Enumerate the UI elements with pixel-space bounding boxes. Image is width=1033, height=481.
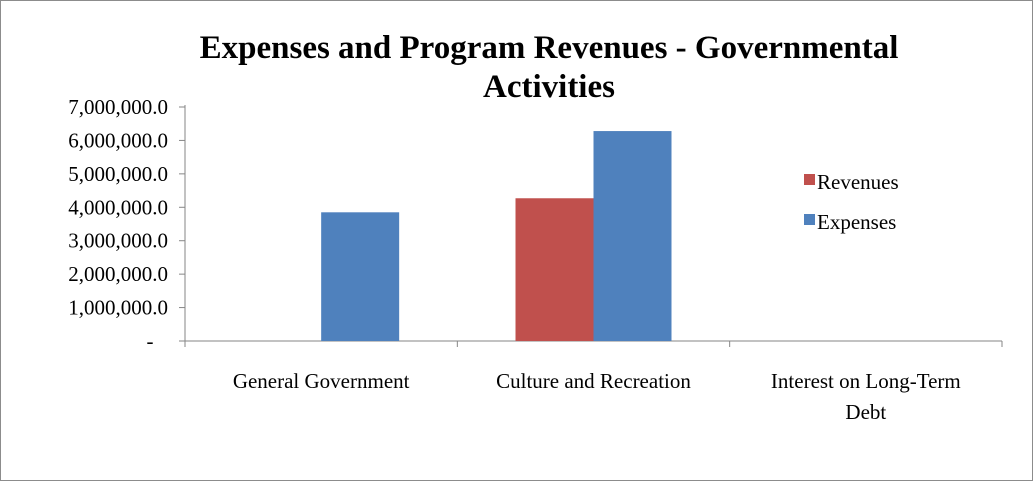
chart-title-line: Expenses and Program Revenues - Governme… [200, 30, 899, 66]
chart-title: Expenses and Program Revenues - Governme… [200, 30, 899, 105]
y-tick-label: 3,000,000.0 [68, 229, 168, 253]
chart-title-line: Activities [483, 69, 615, 105]
x-category-label: Culture and Recreation [496, 369, 691, 393]
x-category-label: General Government [233, 369, 410, 393]
legend-label-revenues: Revenues [817, 170, 899, 194]
x-category-label: Debt [845, 400, 886, 424]
y-tick-label: 6,000,000.0 [68, 128, 168, 152]
legend-swatch-expenses [804, 214, 815, 225]
y-tick-label: 2,000,000.0 [68, 262, 168, 286]
category-labels: General Government Culture and Recreation… [233, 369, 961, 424]
y-tick-label: 1,000,000.0 [68, 296, 168, 320]
bar-expenses [593, 131, 672, 341]
bar-revenues [515, 198, 594, 341]
axes: - 1,000,000.0 2,000,000.0 3,000,000.0 4,000,… [68, 95, 1003, 353]
y-tick-label: - [147, 329, 154, 353]
bars [321, 131, 672, 341]
legend-swatch-revenues [804, 174, 815, 185]
legend: Revenues Expenses [804, 170, 899, 234]
y-tick-label: 5,000,000.0 [68, 162, 168, 186]
y-tick-label: 4,000,000.0 [68, 195, 168, 219]
y-tick-label: 7,000,000.0 [68, 95, 168, 119]
x-category-label: Interest on Long-Term [771, 369, 961, 393]
legend-label-expenses: Expenses [817, 210, 896, 234]
bar-expenses [321, 212, 400, 341]
